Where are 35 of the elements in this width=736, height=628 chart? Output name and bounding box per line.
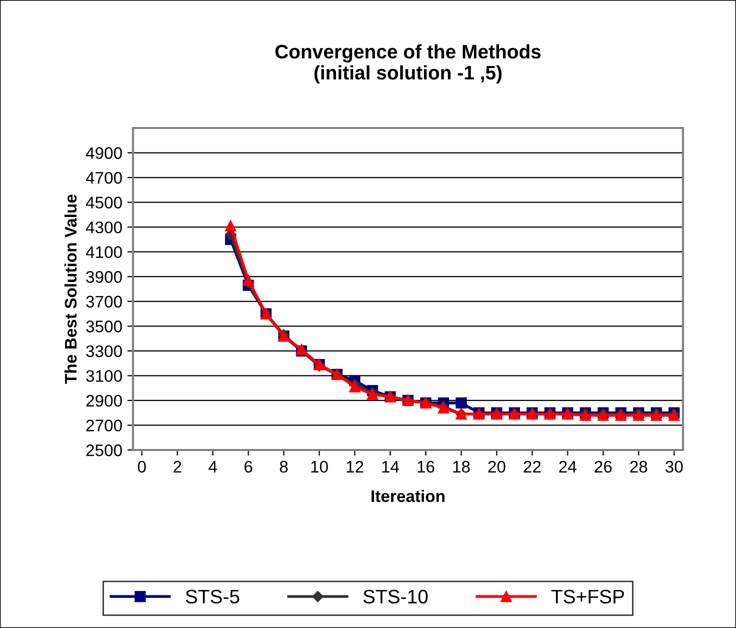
x-axis-title: Itereation (372, 490, 444, 502)
y-tick-label: 3300 (86, 345, 122, 358)
y-tick-label: 2900 (86, 394, 122, 407)
y-tick-label: 4100 (86, 246, 122, 258)
x-tick-label: 8 (280, 460, 288, 473)
x-tick-label: 0 (138, 460, 146, 473)
x-tick-label: 26 (594, 460, 612, 473)
y-tick-label: 4900 (86, 147, 122, 159)
y-tick-label: 3500 (86, 320, 122, 332)
x-tick-label: 28 (630, 460, 648, 473)
y-tick-label: 3700 (86, 296, 122, 308)
x-tick-label: 2 (174, 460, 182, 472)
x-tick-label: 30 (665, 460, 683, 473)
y-tick-label: 2700 (86, 420, 122, 432)
x-tick-label: 12 (346, 460, 364, 472)
x-tick-label: 4 (208, 461, 217, 472)
x-tick-label: 22 (524, 460, 541, 472)
y-tick-label: 3900 (86, 271, 122, 283)
legend-label: TS+FSP (551, 590, 624, 604)
x-tick-label: 20 (488, 460, 506, 473)
x-tick-label: 6 (244, 460, 252, 473)
x-tick-label: 16 (418, 460, 434, 473)
y-tick-label: 4700 (86, 172, 122, 184)
chart-title: Convergence of the Methods (initial solution -1 ,5) (275, 44, 541, 84)
legend-label: STS-10 (363, 590, 428, 604)
x-tick-label: 18 (453, 460, 470, 473)
y-tick-label: 4300 (86, 221, 122, 234)
y-tick-label: 2500 (86, 444, 122, 456)
x-tick-label: 14 (382, 461, 400, 472)
y-axis-title: The Best Solution Value (64, 194, 77, 384)
y-tick-label: 4500 (86, 196, 122, 209)
legend-label: STS-5 (186, 590, 240, 604)
x-tick-label: 24 (559, 460, 576, 472)
y-tick-label: 3100 (86, 370, 122, 382)
x-tick-label: 10 (311, 460, 328, 473)
